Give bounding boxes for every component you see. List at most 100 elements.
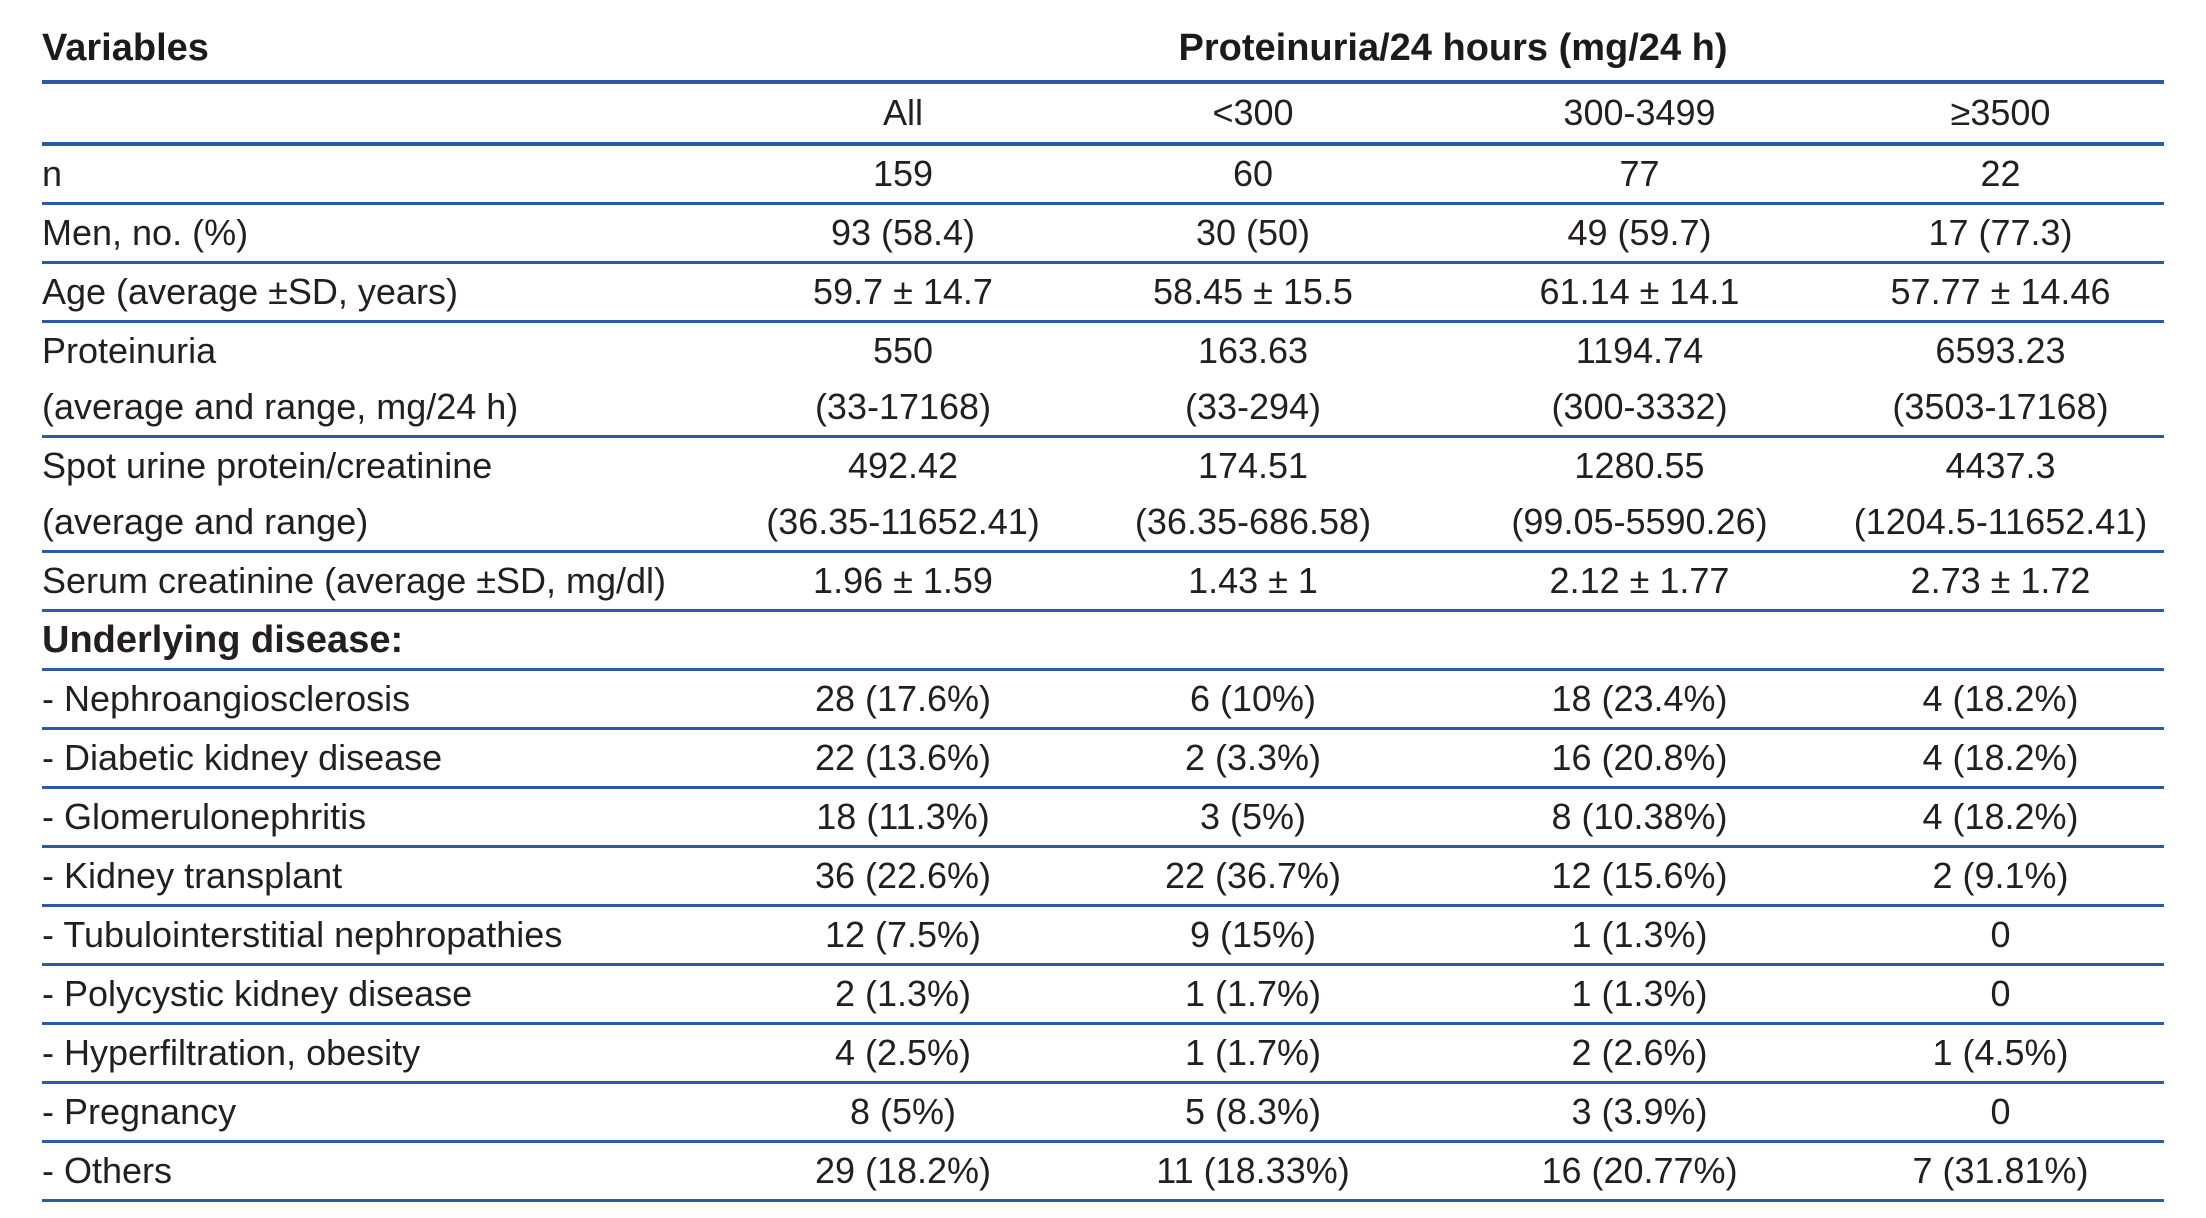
data-cell: [1837, 610, 2164, 671]
row-label: Spot urine protein/creatinine (average an…: [42, 436, 742, 553]
data-cell: 29 (18.2%): [742, 1141, 1064, 1202]
row-label: Age (average ±SD, years): [42, 262, 742, 323]
data-cell-line1: 6593.23: [1935, 330, 2066, 371]
column-header-empty: [42, 82, 742, 146]
table-row: - Polycystic kidney disease 2 (1.3%) 1 (1.…: [42, 964, 2164, 1025]
row-label: - Kidney transplant: [42, 846, 742, 907]
data-cell: 1 (1.3%): [1442, 905, 1837, 966]
data-cell: 2 (2.6%): [1442, 1023, 1837, 1084]
data-cell: 17 (77.3): [1837, 203, 2164, 264]
table-row: - Diabetic kidney disease 22 (13.6%) 2 (3.…: [42, 728, 2164, 789]
data-cell: 18 (11.3%): [742, 787, 1064, 848]
data-cell: 61.14 ± 14.1: [1442, 262, 1837, 323]
data-cell: 22 (13.6%): [742, 728, 1064, 789]
data-cell: 2 (1.3%): [742, 964, 1064, 1025]
data-cell: 0: [1837, 1082, 2164, 1143]
data-cell: 30 (50): [1064, 203, 1442, 264]
table-row: Proteinuria (average and range, mg/24 h) 5…: [42, 321, 2164, 438]
table-row: - Kidney transplant 36 (22.6%) 22 (36.7%) 1…: [42, 846, 2164, 907]
data-cell-line2: (33-294): [1184, 386, 1322, 427]
data-cell-line2: (99.05-5590.26): [1511, 501, 1768, 542]
data-cell-line2: (33-17168): [814, 386, 992, 427]
data-cell: 2 (3.3%): [1064, 728, 1442, 789]
row-label: - Pregnancy: [42, 1082, 742, 1143]
data-cell: 4 (18.2%): [1837, 669, 2164, 730]
data-cell: 28 (17.6%): [742, 669, 1064, 730]
data-cell-line2: (300-3332): [1551, 386, 1728, 427]
data-cell: 2.73 ± 1.72: [1837, 551, 2164, 612]
data-cell: 58.45 ± 15.5: [1064, 262, 1442, 323]
data-cell: 9 (15%): [1064, 905, 1442, 966]
table-row: - Glomerulonephritis 18 (11.3%) 3 (5%) 8 (1…: [42, 787, 2164, 848]
data-cell: 18 (23.4%): [1442, 669, 1837, 730]
data-cell-line1: 174.51: [1197, 445, 1309, 486]
row-label-line2: (average and range): [42, 501, 369, 542]
data-cell: 77: [1442, 144, 1837, 205]
table-row: n 159 60 77 22: [42, 144, 2164, 205]
row-label: - Nephroangiosclerosis: [42, 669, 742, 730]
data-cell: 49 (59.7): [1442, 203, 1837, 264]
data-cell: 93 (58.4): [742, 203, 1064, 264]
row-label: - Tubulointerstitial nephropathies: [42, 905, 742, 966]
data-cell: 12 (15.6%): [1442, 846, 1837, 907]
data-cell: 2.12 ± 1.77: [1442, 551, 1837, 612]
proteinuria-table: Variables Proteinuria/24 hours (mg/24 h)…: [42, 16, 2164, 1202]
data-cell-line1: 550: [872, 330, 934, 371]
row-label: - Polycystic kidney disease: [42, 964, 742, 1025]
row-label: n: [42, 144, 742, 205]
data-cell: 1 (1.7%): [1064, 964, 1442, 1025]
table-row: Spot urine protein/creatinine (average an…: [42, 436, 2164, 553]
data-cell: 5 (8.3%): [1064, 1082, 1442, 1143]
variables-header: Variables: [42, 16, 742, 84]
data-cell: 1 (4.5%): [1837, 1023, 2164, 1084]
table-row: - Tubulointerstitial nephropathies 12 (7.…: [42, 905, 2164, 966]
column-header-row: All <300 300-3499 ≥3500: [42, 82, 2164, 146]
data-cell: 1280.55 (99.05-5590.26): [1442, 436, 1837, 553]
row-label: - Diabetic kidney disease: [42, 728, 742, 789]
data-cell: 22 (36.7%): [1064, 846, 1442, 907]
data-cell: 12 (7.5%): [742, 905, 1064, 966]
data-cell-line1: 492.42: [847, 445, 959, 486]
table-row: Men, no. (%) 93 (58.4) 30 (50) 49 (59.7) 17 …: [42, 203, 2164, 264]
data-cell: 1.43 ± 1: [1064, 551, 1442, 612]
data-cell: 0: [1837, 964, 2164, 1025]
data-cell: 6 (10%): [1064, 669, 1442, 730]
data-cell: [742, 610, 1064, 671]
data-cell-line1: 1280.55: [1574, 445, 1705, 486]
data-cell: 11 (18.33%): [1064, 1141, 1442, 1202]
data-cell: 1.96 ± 1.59: [742, 551, 1064, 612]
data-cell: 57.77 ± 14.46: [1837, 262, 2164, 323]
row-label: - Hyperfiltration, obesity: [42, 1023, 742, 1084]
data-cell: 163.63 (33-294): [1064, 321, 1442, 438]
data-cell: 4 (18.2%): [1837, 787, 2164, 848]
row-label: Serum creatinine (average ±SD, mg/dl): [42, 551, 742, 612]
data-cell: 1 (1.3%): [1442, 964, 1837, 1025]
row-label: Proteinuria (average and range, mg/24 h): [42, 321, 742, 438]
column-header-ge3500: ≥3500: [1837, 82, 2164, 146]
data-cell: 3 (3.9%): [1442, 1082, 1837, 1143]
data-cell: 16 (20.8%): [1442, 728, 1837, 789]
table-header-row: Variables Proteinuria/24 hours (mg/24 h): [42, 16, 2164, 84]
data-cell-line2: (1204.5-11652.41): [1853, 501, 2148, 542]
data-cell: 174.51 (36.35-686.58): [1064, 436, 1442, 553]
data-cell: [1064, 610, 1442, 671]
data-cell: 16 (20.77%): [1442, 1141, 1837, 1202]
row-label-line1: Spot urine protein/creatinine: [42, 445, 493, 486]
row-label: - Others: [42, 1141, 742, 1202]
data-cell: 7 (31.81%): [1837, 1141, 2164, 1202]
data-cell-line2: (36.35-11652.41): [766, 501, 1040, 542]
data-cell: 0: [1837, 905, 2164, 966]
table-row: - Hyperfiltration, obesity 4 (2.5%) 1 (1.7…: [42, 1023, 2164, 1084]
spanner-header: Proteinuria/24 hours (mg/24 h): [742, 16, 2164, 84]
column-header-all: All: [742, 82, 1064, 146]
table-row: - Others 29 (18.2%) 11 (18.33%) 16 (20.77%)…: [42, 1141, 2164, 1202]
data-cell: 4 (18.2%): [1837, 728, 2164, 789]
data-cell-line1: 163.63: [1197, 330, 1309, 371]
data-cell-line1: 4437.3: [1945, 445, 2056, 486]
data-cell: 159: [742, 144, 1064, 205]
data-cell: 4437.3 (1204.5-11652.41): [1837, 436, 2164, 553]
data-cell: 22: [1837, 144, 2164, 205]
data-cell: 8 (10.38%): [1442, 787, 1837, 848]
data-cell: 8 (5%): [742, 1082, 1064, 1143]
